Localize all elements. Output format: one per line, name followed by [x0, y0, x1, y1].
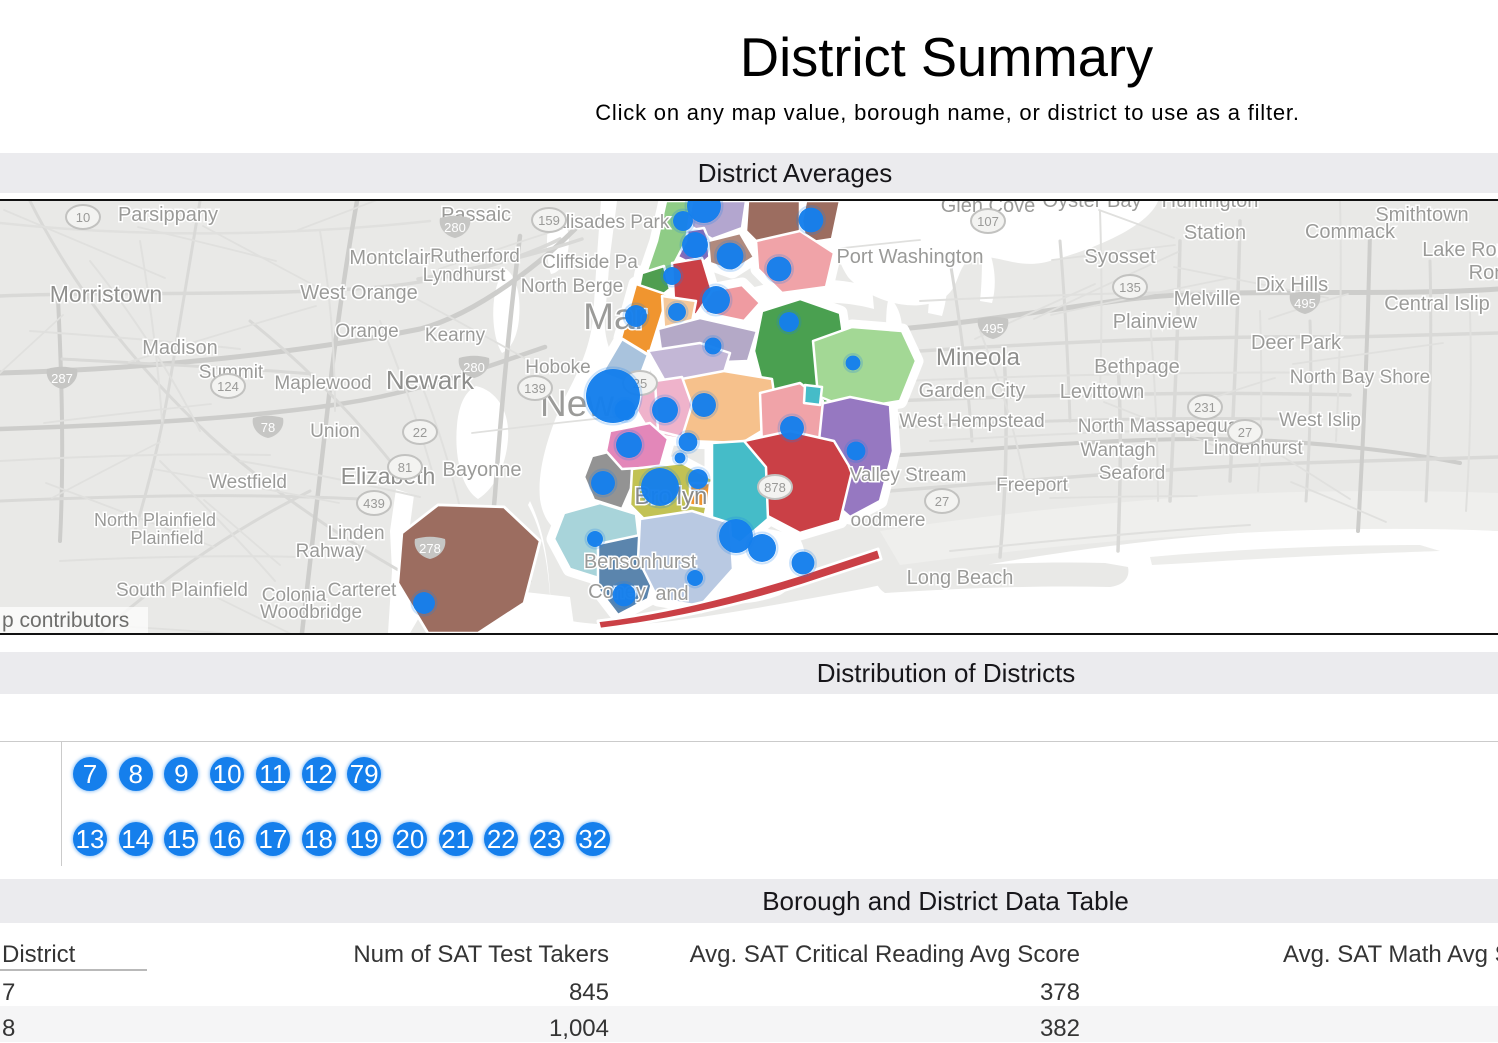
- svg-text:280: 280: [463, 360, 485, 375]
- svg-text:Garden City: Garden City: [919, 380, 1026, 402]
- svg-text:Seaford: Seaford: [1099, 463, 1166, 484]
- svg-text:Colonia: Colonia: [262, 585, 327, 606]
- svg-text:Lyndhurst: Lyndhurst: [423, 265, 506, 286]
- svg-text:Madison: Madison: [142, 337, 218, 359]
- svg-text:Deer Park: Deer Park: [1251, 332, 1342, 354]
- svg-text:Valley Stream: Valley Stream: [850, 465, 967, 486]
- svg-text:81: 81: [398, 460, 412, 475]
- svg-text:27: 27: [935, 494, 949, 509]
- svg-text:278: 278: [419, 541, 441, 556]
- svg-text:Plainview: Plainview: [1113, 311, 1198, 333]
- svg-text:22: 22: [413, 425, 427, 440]
- svg-text:Rahway: Rahway: [296, 541, 365, 562]
- svg-text:Central Islip: Central Islip: [1384, 293, 1490, 315]
- svg-text:Lake Ron: Lake Ron: [1422, 239, 1498, 261]
- svg-text:Melville: Melville: [1174, 288, 1241, 310]
- svg-text:Long Beach: Long Beach: [907, 567, 1014, 589]
- svg-text:South Plainfield: South Plainfield: [116, 580, 248, 601]
- svg-text:Plainfield: Plainfield: [130, 528, 203, 548]
- svg-text:oodmere: oodmere: [851, 510, 926, 531]
- svg-text:878: 878: [764, 480, 786, 495]
- svg-text:Hoboke: Hoboke: [525, 357, 591, 378]
- svg-text:Union: Union: [310, 421, 360, 442]
- svg-text:Westfield: Westfield: [209, 472, 287, 493]
- svg-text:Morristown: Morristown: [50, 281, 162, 307]
- svg-text:Dix Hills: Dix Hills: [1256, 274, 1328, 296]
- svg-text:Parsippany: Parsippany: [118, 204, 218, 226]
- svg-text:10: 10: [76, 210, 90, 225]
- svg-text:124: 124: [217, 379, 239, 394]
- svg-text:Rutherford: Rutherford: [430, 246, 520, 267]
- svg-text:107: 107: [977, 214, 999, 229]
- svg-text:Huntington: Huntington: [1162, 201, 1259, 212]
- svg-text:Station: Station: [1184, 222, 1246, 244]
- svg-text:Kearny: Kearny: [425, 325, 486, 346]
- svg-text:280: 280: [444, 220, 466, 235]
- svg-text:Woodbridge: Woodbridge: [260, 602, 362, 623]
- svg-text:139: 139: [524, 381, 546, 396]
- svg-text:Orange: Orange: [335, 321, 398, 342]
- svg-text:Freeport: Freeport: [996, 475, 1069, 496]
- svg-text:439: 439: [363, 496, 385, 511]
- svg-text:North Massapequa: North Massapequa: [1078, 416, 1239, 437]
- svg-text:Ron: Ron: [1469, 262, 1498, 284]
- svg-text:Port Washington: Port Washington: [836, 246, 983, 268]
- svg-text:Commack: Commack: [1305, 221, 1396, 243]
- svg-text:Mar: Mar: [583, 296, 647, 337]
- svg-text:Newark: Newark: [386, 365, 475, 395]
- svg-text:West Islip: West Islip: [1279, 410, 1361, 431]
- svg-text:West Orange: West Orange: [300, 282, 417, 304]
- svg-text:Maplewood: Maplewood: [274, 373, 371, 394]
- svg-text:Oyster Bay: Oyster Bay: [1043, 201, 1142, 212]
- svg-text:78: 78: [261, 420, 275, 435]
- svg-text:Mineola: Mineola: [936, 344, 1021, 371]
- svg-text:Bethpage: Bethpage: [1094, 356, 1180, 378]
- svg-text:Levittown: Levittown: [1060, 381, 1145, 403]
- svg-text:p contributors: p contributors: [2, 609, 129, 632]
- svg-text:and: and: [655, 583, 688, 605]
- svg-text:Syosset: Syosset: [1084, 246, 1156, 268]
- svg-text:135: 135: [1119, 280, 1141, 295]
- svg-text:North Bay Shore: North Bay Shore: [1290, 367, 1430, 388]
- svg-text:27: 27: [1238, 425, 1252, 440]
- svg-text:159: 159: [538, 213, 560, 228]
- svg-text:Smithtown: Smithtown: [1375, 204, 1468, 226]
- svg-text:Cliffside Pa: Cliffside Pa: [542, 252, 638, 273]
- svg-text:495: 495: [982, 321, 1004, 336]
- svg-text:Linden: Linden: [327, 523, 384, 544]
- svg-text:Carteret: Carteret: [328, 580, 397, 601]
- svg-text:North Plainfield: North Plainfield: [94, 510, 216, 530]
- svg-text:Wantagh: Wantagh: [1080, 440, 1155, 461]
- svg-text:231: 231: [1194, 400, 1216, 415]
- svg-text:Bensonhurst: Bensonhurst: [584, 551, 697, 573]
- svg-text:North Berge: North Berge: [521, 276, 623, 297]
- svg-text:Montclair: Montclair: [349, 247, 430, 269]
- svg-text:West Hempstead: West Hempstead: [899, 411, 1044, 432]
- svg-text:Bayonne: Bayonne: [443, 459, 522, 481]
- svg-text:287: 287: [51, 371, 73, 386]
- svg-text:495: 495: [1294, 296, 1316, 311]
